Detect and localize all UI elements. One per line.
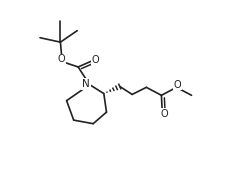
- Text: O: O: [160, 109, 168, 119]
- Text: N: N: [82, 79, 90, 89]
- Text: O: O: [58, 54, 65, 64]
- Text: O: O: [173, 80, 181, 90]
- Text: O: O: [91, 55, 99, 65]
